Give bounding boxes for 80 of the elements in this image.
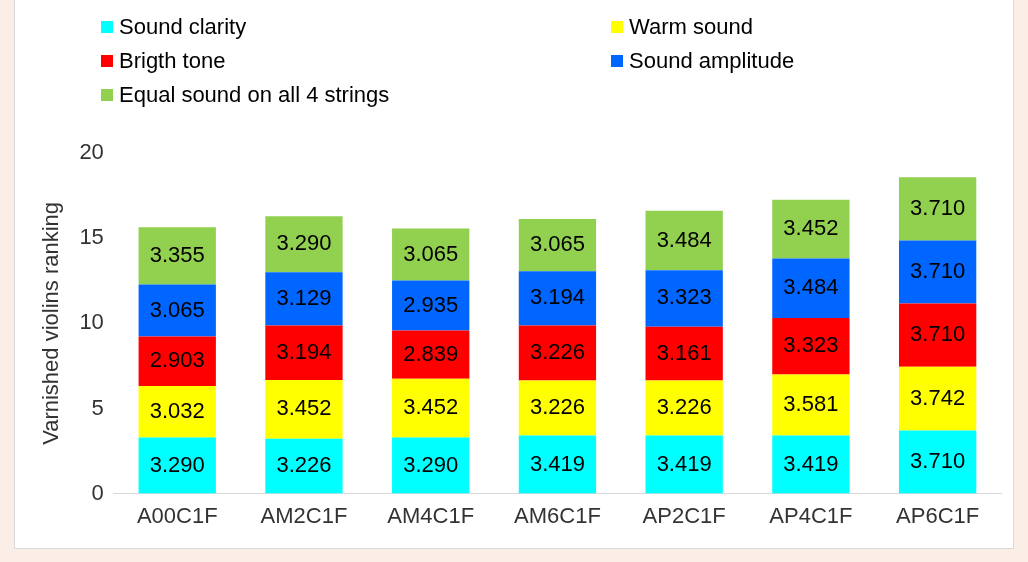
y-axis-title: Varnished violins ranking	[38, 201, 64, 445]
bar	[645, 210, 723, 271]
y-tick-label: 15	[79, 224, 104, 250]
data-label: 3.065	[403, 240, 459, 266]
bar	[898, 177, 977, 241]
legend-label: Brigth tone	[119, 48, 226, 74]
bar	[772, 374, 850, 436]
data-label: 3.710	[910, 448, 966, 474]
data-label: 3.452	[276, 395, 332, 421]
legend-label: Warm sound	[629, 14, 753, 40]
data-label: 3.419	[656, 450, 712, 476]
bar	[645, 326, 723, 381]
data-label: 3.484	[656, 226, 712, 252]
bar	[518, 435, 597, 494]
bar	[138, 386, 216, 438]
bar	[392, 378, 470, 438]
data-label: 3.323	[783, 332, 839, 358]
bar	[518, 325, 597, 381]
data-label: 3.710	[910, 258, 966, 284]
data-label: 3.065	[149, 296, 205, 322]
y-tick-label: 5	[91, 394, 104, 420]
data-label: 2.903	[149, 347, 205, 373]
data-label: 3.129	[276, 285, 332, 311]
x-tick-label: AP2C1F	[642, 502, 726, 528]
bar	[645, 270, 723, 327]
bar	[898, 303, 977, 367]
data-label: 3.226	[656, 394, 712, 420]
y-tick-label: 20	[79, 139, 104, 165]
bar	[772, 199, 850, 259]
x-tick-label: AM4C1F	[387, 502, 475, 528]
bar	[898, 430, 977, 494]
data-label: 3.355	[149, 241, 205, 267]
data-label: 3.710	[910, 321, 966, 347]
bar	[392, 228, 470, 281]
data-label: 3.194	[529, 284, 585, 310]
data-label: 3.290	[276, 230, 332, 256]
data-label: 3.226	[529, 394, 585, 420]
bar	[265, 325, 343, 380]
data-label: 3.581	[783, 391, 839, 416]
data-label: 3.065	[529, 231, 585, 257]
data-label: 2.935	[403, 291, 459, 317]
data-label: 3.710	[910, 194, 966, 220]
bar	[772, 435, 850, 494]
legend-label: Sound amplitude	[629, 48, 795, 74]
data-label: 3.032	[149, 397, 205, 423]
data-label: 3.419	[783, 450, 839, 476]
bar	[772, 317, 850, 375]
bar	[898, 240, 977, 304]
data-label: 3.226	[276, 452, 332, 478]
bar	[645, 435, 723, 494]
bar	[898, 366, 977, 431]
bar	[265, 379, 343, 439]
data-label: 3.290	[403, 451, 459, 477]
bar	[265, 272, 343, 326]
x-tick-label: AM2C1F	[260, 502, 348, 528]
data-label: 3.419	[529, 450, 585, 476]
bar	[138, 284, 216, 337]
x-tick-label: AM6C1F	[514, 502, 601, 528]
legend-label: Sound clarity	[119, 14, 247, 40]
data-label: 3.323	[656, 284, 712, 310]
y-tick-label: 10	[79, 309, 104, 335]
y-tick-label: 0	[91, 479, 104, 505]
data-label: 3.226	[529, 339, 585, 365]
legend-label: Equal sound on all 4 strings	[119, 82, 390, 108]
data-label: 3.161	[656, 339, 712, 365]
bar	[518, 271, 597, 326]
x-tick-label: A00C1F	[136, 502, 218, 528]
bar	[772, 258, 850, 318]
data-label: 2.839	[403, 340, 459, 366]
data-label: 3.452	[783, 215, 839, 241]
data-label: 3.194	[276, 338, 332, 364]
data-label: 3.742	[910, 384, 966, 410]
x-tick-label: AP4C1F	[769, 502, 853, 528]
bar	[138, 227, 216, 285]
data-label: 3.484	[783, 274, 839, 300]
bar	[265, 216, 343, 273]
bar	[265, 438, 343, 494]
x-tick-label: AP6C1F	[896, 502, 980, 528]
data-label: 3.452	[403, 394, 459, 420]
data-label: 3.290	[149, 451, 205, 477]
